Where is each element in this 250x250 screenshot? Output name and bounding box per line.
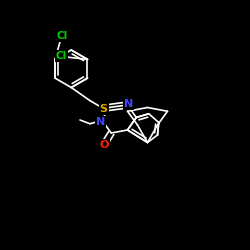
Text: N: N [96, 117, 105, 127]
Text: Cl: Cl [56, 50, 67, 60]
Text: S: S [100, 104, 108, 114]
Text: N: N [124, 99, 134, 109]
Text: O: O [99, 140, 108, 150]
Text: Cl: Cl [57, 30, 68, 40]
